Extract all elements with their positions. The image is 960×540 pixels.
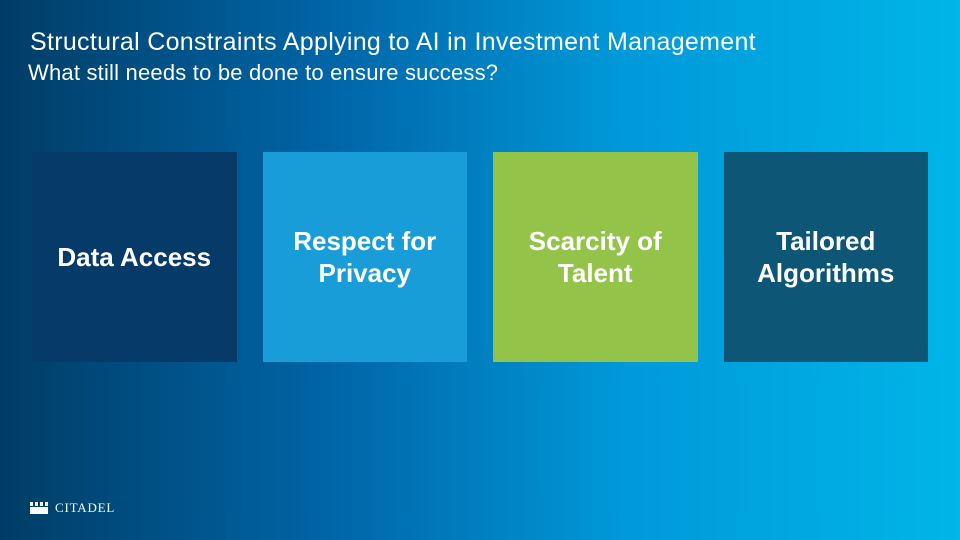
slide-subtitle: What still needs to be done to ensure su… <box>28 60 498 86</box>
info-box-label: Tailored Algorithms <box>738 225 915 290</box>
footer-brand-text: CITADEL <box>55 500 115 516</box>
slide-title: Structural Constraints Applying to AI in… <box>30 28 756 57</box>
info-box-label: Data Access <box>57 241 211 274</box>
info-box: Respect for Privacy <box>263 152 468 362</box>
citadel-turret-icon <box>30 502 48 514</box>
info-box: Tailored Algorithms <box>724 152 929 362</box>
footer-logo: CITADEL <box>30 500 115 516</box>
info-box: Data Access <box>32 152 237 362</box>
info-box: Scarcity of Talent <box>493 152 698 362</box>
info-box-label: Respect for Privacy <box>277 225 454 290</box>
info-box-label: Scarcity of Talent <box>507 225 684 290</box>
info-boxes-row: Data Access Respect for Privacy Scarcity… <box>32 152 928 362</box>
